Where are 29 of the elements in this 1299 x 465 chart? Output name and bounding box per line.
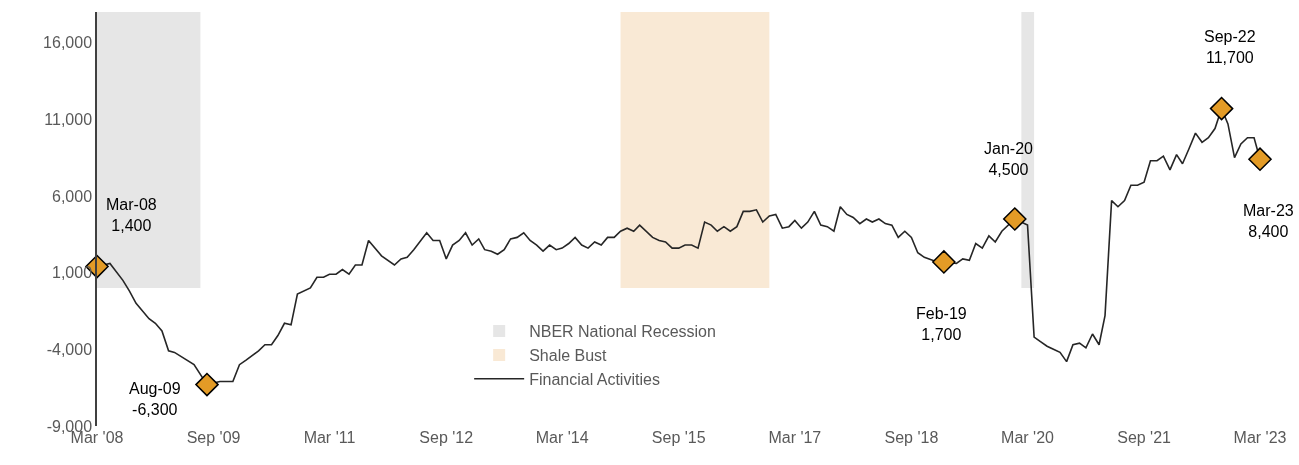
annotation: Mar-23 8,400: [1243, 202, 1294, 240]
point: [1002, 207, 1027, 231]
x-tick-label: Sep '12: [419, 429, 474, 446]
point: [1248, 147, 1272, 171]
annotation: Mar-08 1,400: [106, 196, 157, 234]
annotation: Feb-19 1,700: [916, 305, 967, 343]
legend-label: Financial Activities: [529, 370, 660, 388]
x-tick-label: Mar '20: [1001, 429, 1055, 446]
y-tick-label: 6,000: [52, 187, 93, 205]
annotation: Sep-22 11,700: [1204, 28, 1256, 66]
x-tick-label: Sep '09: [186, 429, 241, 446]
y-tick-label: 16,000: [43, 34, 93, 52]
point: [195, 372, 219, 397]
x-tick-label: Mar '11: [303, 429, 356, 446]
point: [1209, 96, 1234, 121]
annotation: Jan-20 4,500: [984, 140, 1034, 178]
x-tick-label: Mar '23: [1233, 429, 1287, 446]
point: [932, 250, 956, 274]
x-tick-label: Mar '17: [768, 429, 822, 446]
x-tick-label: Sep '18: [884, 429, 939, 446]
y-tick-label: 11,000: [44, 110, 93, 128]
annotation: Aug-09 -6,300: [129, 380, 181, 418]
y-tick-label: -4,000: [46, 340, 93, 358]
x-tick-label: Sep '21: [1117, 429, 1172, 446]
x-tick-label: Mar '14: [535, 429, 589, 446]
y-tick-label: 1,000: [52, 264, 93, 282]
legend-label: Shale Bust: [529, 347, 608, 365]
x-tick-label: Sep '15: [651, 429, 706, 446]
legend-label: NBER National Recession: [529, 323, 716, 341]
